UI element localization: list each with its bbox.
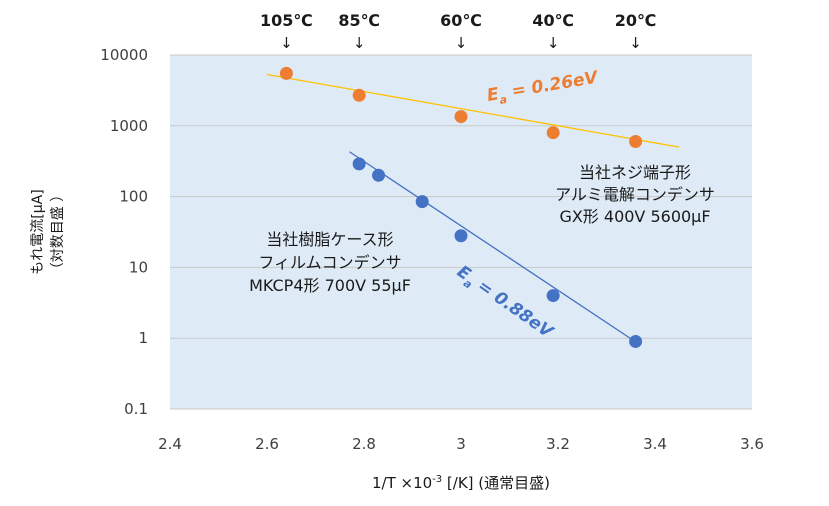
down-arrow-icon: ↓ — [629, 34, 642, 52]
x-axis-label-exp: -3 — [432, 474, 442, 485]
x-tick-label: 3 — [456, 435, 466, 453]
ea-label-orange-sub: a — [499, 93, 508, 107]
x-tick-label: 3.6 — [740, 435, 764, 453]
x-tick-label: 2.4 — [158, 435, 182, 453]
y-tick-label: 100 — [119, 188, 148, 206]
trendlines — [266, 73, 680, 346]
note-orange-line-2: アルミ電解コンデンサ — [555, 185, 715, 204]
data-point-series-1 — [372, 168, 386, 182]
x-axis-label-tail: [/K] (通常目盛) — [442, 474, 550, 492]
y-tick-label: 10000 — [100, 46, 148, 64]
y-tick-label: 1000 — [110, 117, 148, 135]
down-arrow-icon: ↓ — [280, 34, 293, 52]
x-axis-label: 1/T ×10-3 [/K] (通常目盛) — [372, 474, 550, 492]
note-blue-line-3: MKCP4形 700V 55μF — [249, 276, 411, 295]
note-orange-line-3: GX形 400V 5600μF — [559, 207, 710, 226]
temperature-label: 85℃ — [338, 11, 380, 30]
temperature-label: 60℃ — [440, 11, 482, 30]
y-axis-label-line-2: （対数目盛 ） — [50, 188, 66, 276]
data-point-series-1 — [352, 157, 366, 171]
x-axis-label-main: 1/T ×10 — [372, 474, 432, 492]
y-tick-label: 1 — [138, 329, 148, 347]
note-orange-line-1: 当社ネジ端子形 — [579, 163, 691, 182]
x-tick-label: 3.2 — [546, 435, 570, 453]
temperature-label: 20℃ — [615, 11, 657, 30]
gridlines — [170, 54, 752, 410]
data-point-series-0 — [352, 88, 366, 102]
down-arrow-icon: ↓ — [353, 34, 366, 52]
y-tick-label: 10 — [129, 258, 148, 276]
data-points — [279, 66, 643, 348]
data-point-series-0 — [454, 110, 468, 124]
x-tick-label: 2.6 — [255, 435, 279, 453]
data-point-series-1 — [415, 195, 429, 209]
trendline-series-1 — [349, 151, 641, 346]
note-blue-line-1: 当社樹脂ケース形 — [266, 230, 393, 249]
x-tick-label: 2.8 — [352, 435, 376, 453]
x-tick-labels: 2.4 2.6 2.8 3 3.2 3.4 3.6 — [158, 435, 764, 453]
y-tick-labels: 0.1 1 10 100 1000 10000 — [100, 46, 148, 418]
down-arrow-icon: ↓ — [547, 34, 560, 52]
data-point-series-1 — [546, 289, 560, 303]
temperature-label: 105℃ — [260, 11, 313, 30]
data-point-series-0 — [629, 135, 643, 149]
y-axis-label: もれ電流[μA] （対数目盛 ） — [30, 188, 66, 276]
data-point-series-0 — [546, 126, 560, 140]
trendline-series-0 — [266, 73, 680, 148]
y-axis-label-line-1: もれ電流[μA] — [30, 189, 46, 274]
temperature-label: 40℃ — [532, 11, 574, 30]
y-tick-label: 0.1 — [124, 400, 148, 418]
ea-label-orange-main: E — [486, 84, 501, 106]
data-point-series-1 — [454, 229, 468, 243]
data-point-series-0 — [279, 66, 293, 80]
temperature-markers: 105℃ ↓ 85℃ ↓ 60℃ ↓ 40℃ ↓ 20℃ ↓ — [260, 11, 656, 52]
x-tick-label: 3.4 — [643, 435, 667, 453]
down-arrow-icon: ↓ — [455, 34, 468, 52]
data-point-series-1 — [629, 334, 643, 348]
note-blue-line-2: フィルムコンデンサ — [258, 253, 401, 272]
